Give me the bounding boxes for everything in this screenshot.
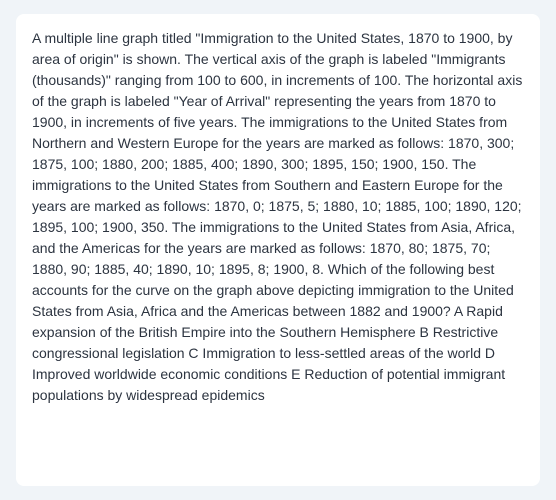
question-text: A multiple line graph titled "Immigratio… <box>32 28 524 406</box>
question-card: A multiple line graph titled "Immigratio… <box>16 14 540 486</box>
